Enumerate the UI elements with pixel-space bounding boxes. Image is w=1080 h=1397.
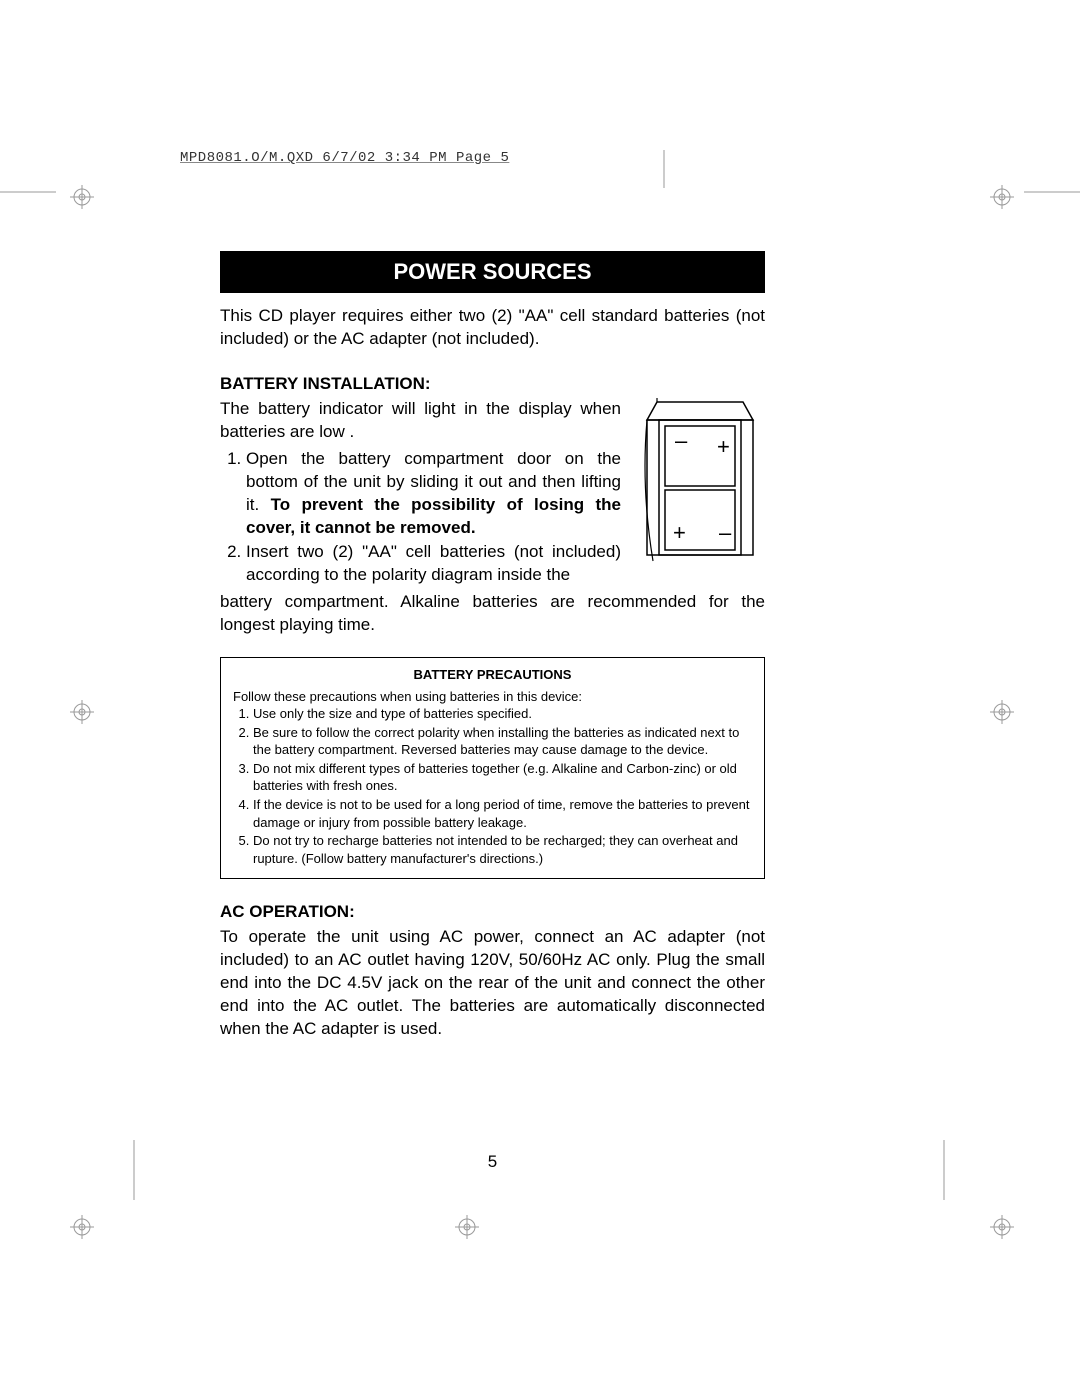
precautions-lead: Follow these precautions when using batt… bbox=[233, 688, 752, 706]
crop-mark-icon bbox=[990, 1215, 1014, 1239]
intro-text: This CD player requires either two (2) "… bbox=[220, 305, 765, 351]
crop-mark-icon bbox=[70, 700, 94, 724]
crop-mark-icon bbox=[70, 185, 94, 209]
ac-operation-heading: AC OPERATION: bbox=[220, 901, 765, 924]
step1-bold: To prevent the possibility of losing the… bbox=[246, 495, 621, 537]
crop-mark-icon bbox=[990, 700, 1014, 724]
battery-installation-text: The battery indicator will light in the … bbox=[220, 398, 621, 590]
precaution-item: Do not try to recharge batteries not int… bbox=[253, 832, 752, 867]
ac-operation-body: To operate the unit using AC power, conn… bbox=[220, 926, 765, 1041]
plus-bottom: + bbox=[673, 520, 686, 545]
crop-mark-icon bbox=[455, 1215, 479, 1239]
step2-narrow: Insert two (2) "AA" cell batteries (not … bbox=[246, 542, 621, 584]
battery-installation-heading: BATTERY INSTALLATION: bbox=[220, 373, 765, 396]
plus-top: + bbox=[717, 434, 730, 459]
battery-install-step-1: Open the battery compartment door on the… bbox=[246, 448, 621, 540]
precaution-item: Do not mix different types of batteries … bbox=[253, 760, 752, 795]
battery-install-step-2: Insert two (2) "AA" cell batteries (not … bbox=[246, 541, 621, 587]
crop-rule bbox=[940, 1140, 948, 1200]
crop-rule bbox=[0, 188, 56, 196]
minus-bottom: – bbox=[719, 520, 732, 545]
precaution-item: If the device is not to be used for a lo… bbox=[253, 796, 752, 831]
section-title: POWER SOURCES bbox=[220, 251, 765, 293]
battery-install-lead: The battery indicator will light in the … bbox=[220, 399, 621, 441]
print-header-slug: MPD8081.O/M.QXD 6/7/02 3:34 PM Page 5 bbox=[180, 150, 900, 166]
crop-mark-icon bbox=[990, 185, 1014, 209]
precautions-title: BATTERY PRECAUTIONS bbox=[233, 666, 752, 684]
crop-rule bbox=[1024, 188, 1080, 196]
crop-rule bbox=[660, 150, 668, 188]
minus-top: – bbox=[675, 428, 688, 453]
crop-rule bbox=[130, 1140, 138, 1200]
precaution-item: Use only the size and type of batteries … bbox=[253, 705, 752, 723]
page-number: 5 bbox=[220, 1151, 765, 1174]
battery-install-step-2-cont: battery compartment. Alkaline batteries … bbox=[220, 591, 765, 637]
crop-mark-icon bbox=[70, 1215, 94, 1239]
battery-precautions-box: BATTERY PRECAUTIONS Follow these precaut… bbox=[220, 657, 765, 879]
battery-diagram: – + + – bbox=[635, 398, 765, 590]
precaution-item: Be sure to follow the correct polarity w… bbox=[253, 724, 752, 759]
